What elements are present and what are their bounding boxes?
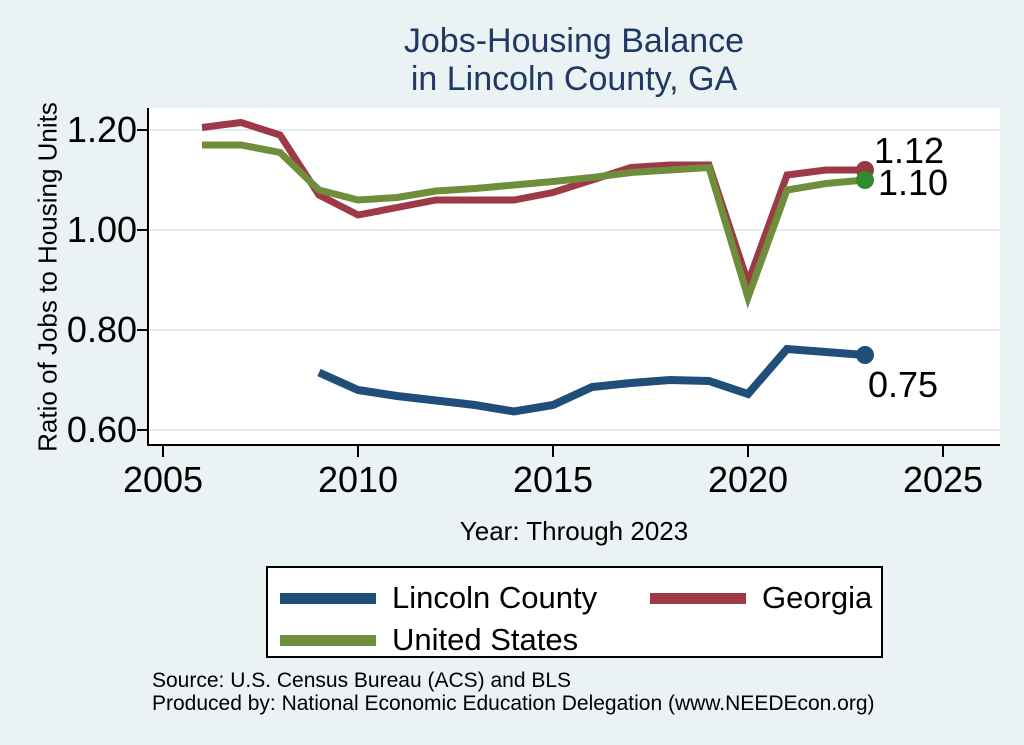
- chart-title-line2: in Lincoln County, GA: [410, 60, 738, 98]
- x-tick-label: 2010: [317, 459, 399, 500]
- source-note: Source: U.S. Census Bureau (ACS) and BLS: [152, 669, 572, 692]
- x-tick-label: 2015: [512, 459, 594, 500]
- footer: Source: U.S. Census Bureau (ACS) and BLS…: [152, 669, 875, 715]
- x-tick-label: 2020: [707, 459, 789, 500]
- united-states-end-value-label: 1.10: [878, 162, 949, 203]
- x-tick-label: 2025: [902, 459, 984, 500]
- legend-label-georgia: Georgia: [762, 580, 873, 615]
- series-line-lincoln-county: [317, 344, 866, 416]
- legend: Lincoln County Georgia United States: [266, 566, 883, 658]
- united-states-line-swatch: [280, 634, 376, 646]
- georgia-end-value-label: 1.12: [874, 130, 945, 171]
- y-tick-label: 0.80: [66, 309, 137, 350]
- series-line-united-states: [202, 141, 866, 309]
- legend-label-united-states: United States: [392, 622, 579, 657]
- produced-by-note: Produced by: National Economic Education…: [152, 692, 875, 715]
- x-axis-title: Year: Through 2023: [459, 516, 689, 546]
- legend-item-georgia: Georgia: [650, 580, 872, 616]
- series-end-marker-lincoln-county: [856, 346, 874, 364]
- legend-item-united-states: United States: [280, 622, 578, 658]
- georgia-line-swatch: [650, 592, 746, 604]
- legend-label-lincoln-county: Lincoln County: [392, 580, 598, 615]
- chart-title-line1: Jobs-Housing Balance: [403, 22, 745, 60]
- y-tick-label: 1.00: [66, 209, 137, 250]
- series-end-marker-united-states: [856, 171, 874, 189]
- lincoln-county-line-swatch: [280, 592, 376, 604]
- y-tick-label: 1.20: [66, 109, 137, 150]
- y-tick-label: 0.60: [66, 409, 137, 450]
- lincoln-county-end-value-label: 0.75: [868, 364, 939, 405]
- x-tick-label: 2005: [122, 459, 204, 500]
- legend-item-lincoln-county: Lincoln County: [280, 580, 597, 616]
- chart-title: Jobs-Housing Balance in Lincoln County, …: [148, 22, 1000, 98]
